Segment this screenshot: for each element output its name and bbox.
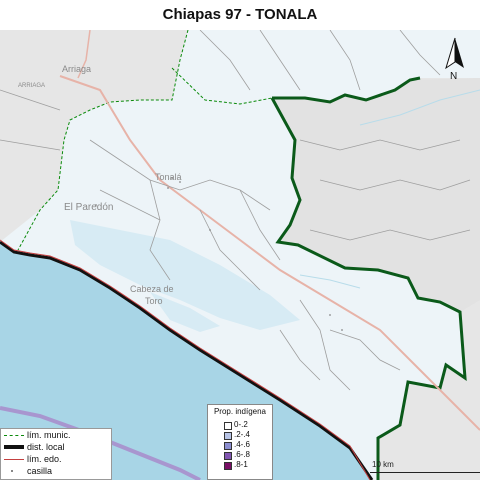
scale-label: 10 km [372, 460, 394, 469]
legend-prop-label: .8-1 [234, 460, 248, 469]
map-canvas: Arriaga ARRIAGA Tonalá El Paredón Cabeza… [0, 30, 480, 480]
legend-prop-item: .8-1 [208, 460, 272, 470]
legend-prop-label: .6-.8 [234, 450, 251, 459]
district-area [0, 30, 480, 480]
legend-prop-label: 0-.2 [234, 420, 248, 429]
label-arriaga-road: ARRIAGA [18, 83, 45, 89]
legend-item-district: dist. local [1, 441, 111, 453]
rivers [299, 89, 480, 289]
color-swatch-icon [224, 442, 232, 450]
label-arriaga: Arriaga [62, 64, 91, 74]
district-border [270, 76, 467, 480]
road [77, 30, 91, 79]
legend-item-state: lím. edo. [1, 453, 111, 465]
north-label: N [450, 71, 457, 82]
casilla-dots [95, 177, 343, 331]
legend-prop-item: 0-.2 [208, 420, 272, 430]
red-line-icon [4, 459, 24, 460]
legend-label: lím. munic. [27, 430, 71, 440]
north-arrow: N [440, 36, 470, 82]
dashed-green-line-icon [4, 435, 24, 436]
label-cabeza-toro-1: Cabeza de [130, 284, 174, 294]
municipal-border [17, 30, 189, 251]
legend-prop-label: .4-.6 [234, 440, 251, 449]
map-title: Chiapas 97 - TONALA [0, 0, 480, 30]
outside-land-east [272, 78, 480, 312]
municipal-border [171, 67, 273, 105]
legend-label: lím. edo. [27, 454, 62, 464]
legend-prop-item: .2-.4 [208, 430, 272, 440]
state-border [0, 239, 371, 480]
legend-label: dist. local [27, 442, 65, 452]
legend-prop-label: .2-.4 [234, 430, 251, 439]
sea [0, 242, 372, 480]
label-tonala: Tonalá [155, 172, 182, 182]
legend-prop-item: .4-.6 [208, 440, 272, 450]
north-arrow-icon: N [445, 37, 464, 82]
color-swatch-icon [224, 462, 232, 470]
dot-icon [11, 470, 13, 472]
scale-bar: 10 km [362, 457, 480, 479]
lagoon [70, 220, 300, 330]
legend-prop-item: .6-.8 [208, 450, 272, 460]
color-swatch-icon [224, 452, 232, 460]
label-paredon: El Paredón [64, 202, 113, 213]
legend-item-casilla: casilla [1, 465, 111, 477]
label-cabeza-toro-2: Toro [145, 296, 163, 306]
legend-proportion-title: Prop. indígena [213, 407, 267, 416]
color-swatch-icon [224, 422, 232, 430]
purple-line [0, 406, 201, 480]
coastline [0, 240, 374, 480]
lagoon [150, 292, 220, 332]
internal-boundaries [0, 30, 471, 391]
legend-label: casilla [27, 466, 53, 476]
color-swatch-icon [224, 432, 232, 440]
scale-line [370, 472, 480, 473]
legend-item-municipal: lím. munic. [1, 429, 111, 441]
legend-lines: lím. munic. dist. local lím. edo. casill… [0, 428, 112, 480]
thick-black-line-icon [4, 445, 24, 449]
road [59, 75, 480, 431]
legend-proportion: Prop. indígena 0-.2 .2-.4 .4-.6 .6-.8 .8… [207, 404, 273, 480]
